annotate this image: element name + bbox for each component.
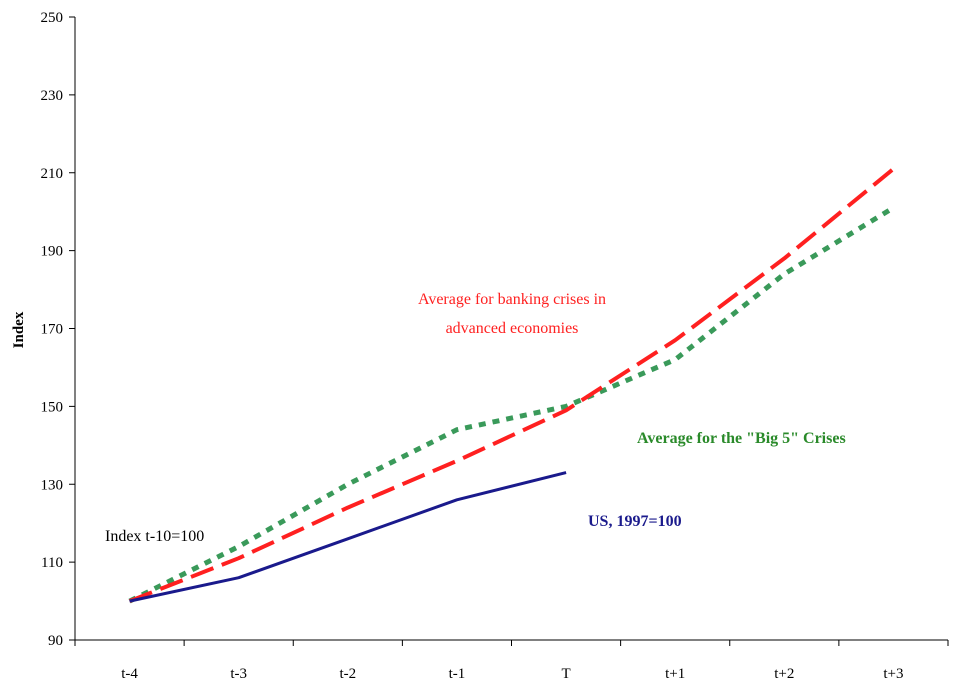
y-tick-label: 170 <box>41 322 64 338</box>
annotation-big5-crises: Average for the "Big 5" Crises <box>637 430 846 447</box>
y-axis-ticks: 90 110 130 150 170 190 210 230 250 <box>41 10 75 649</box>
y-tick-label: 210 <box>41 166 64 182</box>
x-tick-label: t+2 <box>774 666 794 682</box>
x-tick-label: t+1 <box>665 666 685 682</box>
x-tick-label: T <box>561 666 570 682</box>
y-tick-label: 150 <box>41 399 64 415</box>
x-tick-label: t-3 <box>230 666 247 682</box>
series-line-dotted <box>128 205 895 604</box>
annotation-banking-crises-line2: advanced economies <box>446 320 579 337</box>
annotation-banking-crises-line1: Average for banking crises in <box>418 291 606 308</box>
annotation-index-base: Index t-10=100 <box>105 528 204 545</box>
x-tick-label: t-4 <box>121 666 138 682</box>
y-tick-label: 130 <box>41 477 64 493</box>
series-lines <box>128 167 895 604</box>
y-tick-label: 110 <box>41 555 63 571</box>
x-tick-label: t-2 <box>339 666 356 682</box>
y-tick-label: 190 <box>41 244 64 260</box>
y-tick-label: 90 <box>48 633 63 649</box>
y-axis-title: Index <box>11 311 27 348</box>
x-tick-label: t-1 <box>449 666 466 682</box>
x-tick-label: t+3 <box>883 666 903 682</box>
y-tick-label: 250 <box>41 10 64 26</box>
series-line-dashed <box>128 167 895 603</box>
y-tick-label: 230 <box>41 88 64 104</box>
annotation-us: US, 1997=100 <box>588 513 682 530</box>
series-line-solid <box>129 471 567 603</box>
